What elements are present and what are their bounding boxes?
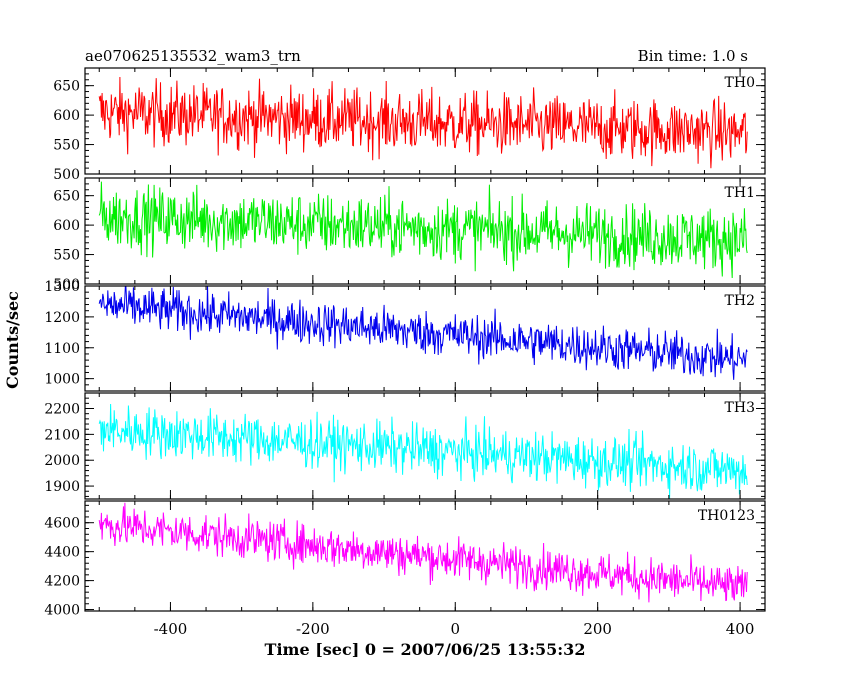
panel-th3: 1900 2000 2100 2200 TH3 [44, 392, 766, 500]
y-tick-label: 600 [53, 218, 80, 234]
x-tick-label: -200 [296, 620, 330, 638]
x-tick-label: -400 [154, 620, 188, 638]
y-axis-label: Counts/sec [3, 291, 22, 389]
series-line-th3 [98, 403, 748, 499]
series-line-th2 [98, 286, 748, 380]
y-tick-label: 500 [53, 167, 80, 183]
bin-time-label: Bin time: 1.0 s [638, 47, 748, 65]
y-tick-label: 550 [53, 138, 80, 154]
x-tick-label: 200 [583, 620, 612, 638]
panels: 500 550 600 650 TH0 500 550 600 650 TH1 1000 1100 12… [44, 67, 766, 638]
y-tick-label: 4200 [44, 574, 80, 590]
chart-title: ae070625135532_wam3_trn [85, 47, 301, 65]
y-tick-label: 2200 [44, 402, 80, 418]
series-name: TH0 [725, 75, 755, 91]
y-tick-label: 2000 [44, 453, 80, 469]
series-line-th0123 [98, 502, 748, 603]
panel-th0: 500 550 600 650 TH0 [53, 67, 766, 183]
y-tick-label: 1000 [44, 372, 80, 388]
series-name: TH1 [725, 185, 755, 201]
series-name: TH0123 [698, 508, 755, 524]
y-tick-label: 550 [53, 248, 80, 264]
y-tick-label: 650 [53, 79, 80, 95]
y-tick-label: 2100 [44, 427, 80, 443]
x-axis-label: Time [sec] 0 = 2007/06/25 13:55:32 [265, 640, 586, 659]
panel-th2: 1000 1100 1200 1300 TH2 [44, 279, 766, 392]
series-line-th1 [98, 181, 748, 279]
y-tick-label: 500 [53, 277, 80, 293]
panel-th0123: 4000 4200 4400 4600 TH0123 [44, 500, 766, 619]
x-tick-label: 0 [450, 620, 460, 638]
y-tick-label: 650 [53, 189, 80, 205]
y-tick-label: 4600 [44, 516, 80, 532]
panel-frame [84, 392, 766, 500]
y-tick-label: 600 [53, 108, 80, 124]
y-tick-label: 4000 [44, 603, 80, 619]
series-name: TH3 [725, 400, 755, 416]
panel-frame [84, 285, 766, 392]
y-tick-label: 1200 [44, 310, 80, 326]
y-tick-label: 1300 [44, 279, 80, 295]
y-tick-label: 1900 [44, 479, 80, 495]
series-name: TH2 [725, 293, 755, 309]
series-line-th0 [98, 76, 748, 169]
panel-th1: 500 550 600 650 TH1 [53, 177, 766, 293]
y-tick-label: 1100 [44, 341, 80, 357]
x-tick-label: 400 [726, 620, 755, 638]
y-tick-label: 4400 [44, 545, 80, 561]
panel-frame [84, 500, 766, 612]
